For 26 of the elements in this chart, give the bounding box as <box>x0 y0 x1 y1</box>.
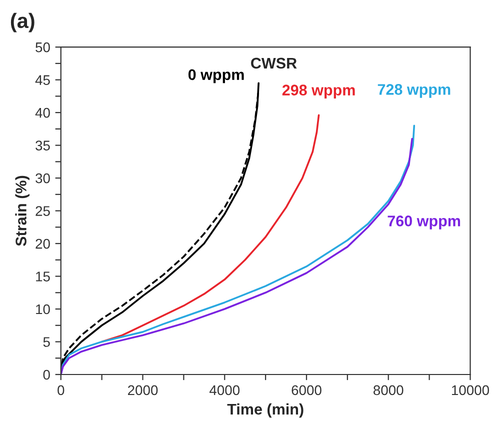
y-tick-label: 30 <box>36 173 50 184</box>
x-tick-label: 4000 <box>210 385 240 396</box>
y-tick-label: 35 <box>36 140 50 150</box>
x-tick-label: 2000 <box>128 385 158 396</box>
y-tick-label: 0 <box>43 370 50 380</box>
y-tick-label: 40 <box>35 108 50 118</box>
x-axis-title: Time (min) <box>227 403 304 418</box>
text: 728 wppm <box>378 84 450 98</box>
x-tick-label: 8000 <box>374 385 404 396</box>
chart-title: (a) <box>10 12 34 32</box>
x-tick-label: 10000 <box>452 385 490 396</box>
y-tick-label: 15 <box>36 272 50 282</box>
series-label: 760 wppm <box>388 216 460 230</box>
line-series <box>100 114 320 343</box>
y-tick-label: 5 <box>43 337 50 347</box>
y-tick-label: 25 <box>36 206 50 216</box>
series-label: 298 wppm <box>282 84 355 99</box>
y-tick-label: 45 <box>35 75 50 85</box>
y-tick-label: 10 <box>36 304 50 314</box>
series-label: 0 wppm <box>188 69 244 84</box>
x-tick-label: 6000 <box>292 385 322 396</box>
y-tick-label: 20 <box>36 238 50 249</box>
annotation: CWSR <box>251 58 297 69</box>
x-tick-label: 0 <box>58 385 64 396</box>
y-axis-title: Strain (%) <box>15 176 30 246</box>
y-tick-label: 50 <box>36 42 50 52</box>
